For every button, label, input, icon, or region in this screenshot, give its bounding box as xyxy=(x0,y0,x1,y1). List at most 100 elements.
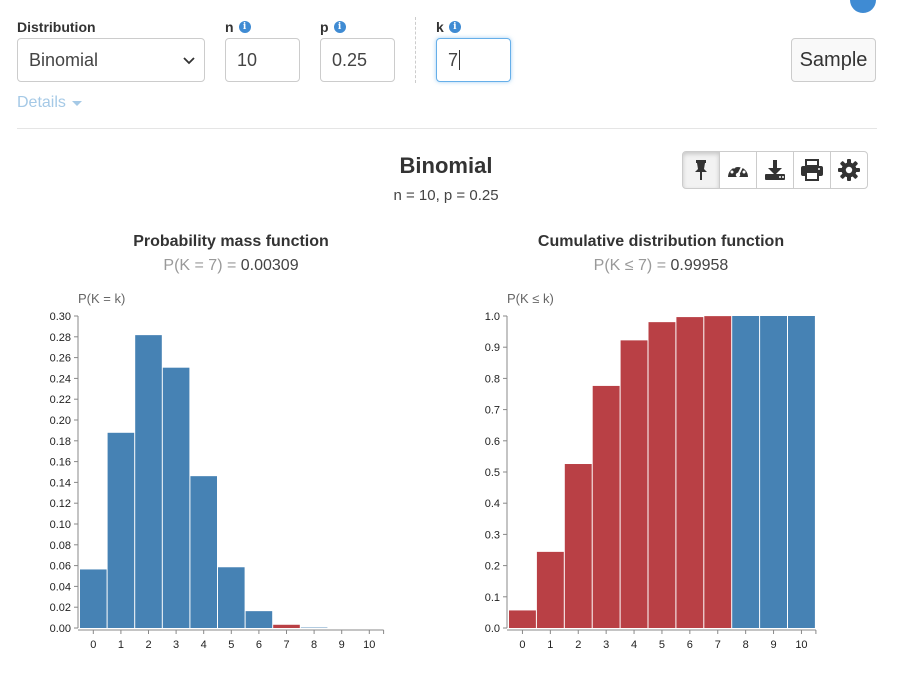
cdf-y-tick-label: 0.9 xyxy=(485,342,500,354)
pin-icon xyxy=(695,160,707,180)
sample-button-label: Sample xyxy=(799,48,868,71)
cdf-y-tick-label: 0.6 xyxy=(485,436,500,448)
cdf-y-tick-label: 0.2 xyxy=(485,561,500,573)
download-icon xyxy=(765,160,785,180)
distribution-select[interactable]: Binomial xyxy=(17,38,205,82)
cdf-subtitle-expr: P(K ≤ 7) = xyxy=(593,257,671,274)
cdf-bar-5[interactable] xyxy=(648,322,676,628)
cdf-y-axis-label: P(K ≤ k) xyxy=(507,291,554,306)
print-icon xyxy=(801,159,823,181)
pmf-x-tick-label: 7 xyxy=(283,639,289,651)
sample-button[interactable]: Sample xyxy=(791,38,876,82)
k-label-text: k xyxy=(436,19,444,35)
pmf-subtitle: P(K = 7) = 0.00309 xyxy=(81,257,381,275)
p-label: p i xyxy=(320,19,346,35)
pmf-y-tick-label: 0.06 xyxy=(50,561,71,573)
n-label: n i xyxy=(225,19,251,35)
pmf-x-tick-label: 6 xyxy=(256,639,262,651)
pmf-x-tick-label: 4 xyxy=(201,639,207,651)
pmf-bar-0[interactable] xyxy=(80,569,107,628)
info-icon[interactable]: i xyxy=(333,21,346,33)
pmf-y-tick-label: 0.08 xyxy=(50,540,71,552)
text-cursor xyxy=(459,50,461,70)
cdf-x-tick-label: 10 xyxy=(795,639,807,651)
pmf-x-tick-label: 1 xyxy=(118,639,124,651)
pmf-bar-1[interactable] xyxy=(107,432,135,628)
cdf-bar-10[interactable] xyxy=(788,316,815,628)
cdf-x-tick-label: 0 xyxy=(519,639,525,651)
pmf-y-tick-label: 0.24 xyxy=(50,373,71,385)
pmf-x-tick-label: 9 xyxy=(339,639,345,651)
n-input[interactable]: 10 xyxy=(225,38,300,82)
cdf-bar-9[interactable] xyxy=(760,316,787,628)
pmf-bar-4[interactable] xyxy=(190,476,217,628)
cdf-y-tick-label: 1.0 xyxy=(485,311,500,323)
pmf-bar-3[interactable] xyxy=(162,367,190,628)
cdf-bar-1[interactable] xyxy=(536,551,564,628)
cdf-bar-2[interactable] xyxy=(564,464,592,628)
pmf-bar-7[interactable] xyxy=(273,624,300,628)
pmf-y-tick-label: 0.10 xyxy=(50,519,71,531)
print-button[interactable] xyxy=(793,151,831,189)
cdf-x-tick-label: 3 xyxy=(603,639,609,651)
cdf-bar-0[interactable] xyxy=(509,610,536,628)
settings-button[interactable] xyxy=(830,151,868,189)
pmf-subtitle-value: 0.00309 xyxy=(240,257,299,274)
distribution-params: n = 10, p = 0.25 xyxy=(393,187,499,204)
pin-button[interactable] xyxy=(682,151,720,189)
pmf-y-tick-label: 0.04 xyxy=(50,581,71,593)
pmf-bar-6[interactable] xyxy=(245,611,273,628)
cdf-x-tick-label: 6 xyxy=(687,639,693,651)
pmf-subtitle-expr: P(K = 7) = xyxy=(163,257,241,274)
pmf-y-tick-label: 0.28 xyxy=(50,332,71,344)
pmf-x-tick-label: 0 xyxy=(90,639,96,651)
cdf-x-tick-label: 1 xyxy=(547,639,553,651)
info-icon[interactable]: i xyxy=(238,21,251,33)
k-input[interactable]: 7 xyxy=(436,38,511,82)
pmf-y-tick-label: 0.00 xyxy=(50,623,71,635)
cdf-bar-3[interactable] xyxy=(592,385,620,628)
cdf-bar-4[interactable] xyxy=(620,340,648,628)
gear-icon xyxy=(838,159,860,181)
pmf-y-tick-label: 0.12 xyxy=(50,498,71,510)
cdf-subtitle-value: 0.99958 xyxy=(670,257,729,274)
pmf-x-tick-label: 2 xyxy=(145,639,151,651)
help-icon[interactable] xyxy=(850,0,876,13)
cdf-title: Cumulative distribution function xyxy=(537,233,785,250)
pmf-x-tick-label: 5 xyxy=(228,639,234,651)
pmf-bar-5[interactable] xyxy=(218,567,245,628)
cdf-subtitle: P(K ≤ 7) = 0.99958 xyxy=(486,257,836,275)
cdf-chart: P(K ≤ k) 0.0 0.1 0.2 0.3 0.4 0.5 0.6 0.7 0.8 0.9 1.… xyxy=(485,291,817,651)
cdf-bar-6[interactable] xyxy=(676,317,704,628)
distribution-select-value: Binomial xyxy=(29,49,99,70)
cdf-y-tick-label: 0.5 xyxy=(485,467,500,479)
cdf-y-tick-label: 0.7 xyxy=(485,405,500,417)
info-icon[interactable]: i xyxy=(448,21,461,33)
p-input[interactable]: 0.25 xyxy=(320,38,395,82)
pmf-y-tick-label: 0.18 xyxy=(50,436,71,448)
cdf-bar-8[interactable] xyxy=(732,316,760,628)
cdf-bar-7[interactable] xyxy=(704,316,732,628)
cdf-y-tick-label: 0.3 xyxy=(485,529,500,541)
pmf-x-tick-label: 8 xyxy=(311,639,317,651)
cdf-x-tick-label: 8 xyxy=(743,639,749,651)
pmf-y-tick-label: 0.22 xyxy=(50,394,71,406)
n-label-text: n xyxy=(225,19,234,35)
distribution-label: Distribution xyxy=(17,19,96,35)
dashboard-button[interactable] xyxy=(719,151,757,189)
pmf-y-tick-label: 0.16 xyxy=(50,457,71,469)
distribution-title: Binomial xyxy=(399,153,493,178)
details-toggle[interactable]: Details xyxy=(17,94,82,112)
cdf-x-tick-label: 7 xyxy=(715,639,721,651)
pmf-bar-2[interactable] xyxy=(135,335,162,628)
n-input-value: 10 xyxy=(237,49,258,70)
download-button[interactable] xyxy=(756,151,794,189)
pmf-y-tick-label: 0.20 xyxy=(50,415,71,427)
distribution-label-text: Distribution xyxy=(17,19,96,35)
cdf-x-tick-label: 4 xyxy=(631,639,637,651)
pmf-y-axis-label: P(K = k) xyxy=(78,291,125,306)
cdf-x-tick-label: 5 xyxy=(659,639,665,651)
details-label: Details xyxy=(17,94,66,111)
cdf-x-tick-label: 2 xyxy=(575,639,581,651)
k-input-value: 7 xyxy=(448,49,459,70)
